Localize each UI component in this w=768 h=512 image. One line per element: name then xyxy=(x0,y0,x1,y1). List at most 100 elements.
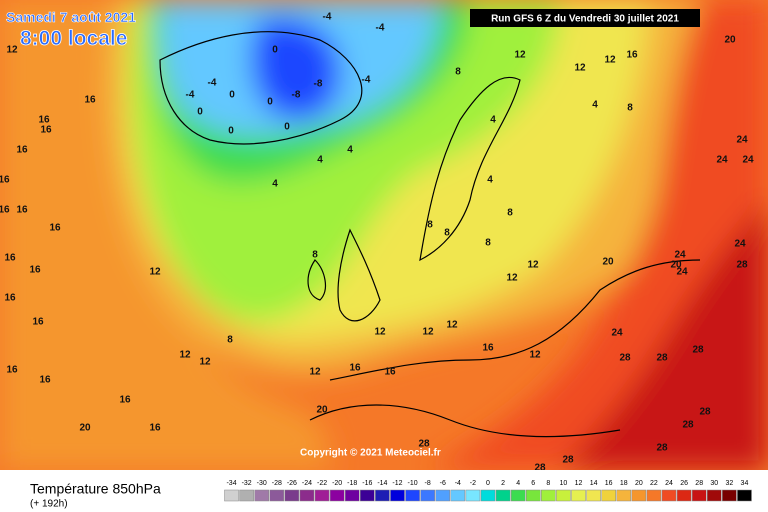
contour-label: 28 xyxy=(682,420,694,431)
contour-label: 28 xyxy=(656,353,668,364)
contour-label: 28 xyxy=(562,455,574,466)
contour-label: 0 xyxy=(229,90,235,101)
contour-label: 0 xyxy=(284,122,290,133)
scale-label: 24 xyxy=(665,480,673,487)
contour-label: 0 xyxy=(228,126,234,137)
contour-label: 16 xyxy=(40,125,52,136)
contour-label: 28 xyxy=(692,345,704,356)
contour-label: 20 xyxy=(670,260,682,271)
scale-label: -8 xyxy=(425,480,431,487)
scale-label: 30 xyxy=(710,480,718,487)
contour-label: 24 xyxy=(736,135,748,146)
contour-label: 16 xyxy=(16,205,28,216)
scale-swatch xyxy=(571,489,586,502)
scale-label: -2 xyxy=(470,480,476,487)
scale-label: 0 xyxy=(486,480,490,487)
contour-label: 8 xyxy=(485,238,491,249)
scale-swatch xyxy=(586,489,601,502)
scale-swatch xyxy=(676,489,692,502)
scale-label: -28 xyxy=(272,480,282,487)
scale-swatch xyxy=(631,489,647,502)
contour-label: 12 xyxy=(422,327,434,338)
scale-swatch xyxy=(556,489,571,502)
contour-label: 16 xyxy=(119,395,131,406)
contour-label: 8 xyxy=(227,335,233,346)
contour-label: 16 xyxy=(384,367,396,378)
contour-label: 16 xyxy=(39,375,51,386)
scale-label: -32 xyxy=(242,480,252,487)
contour-label: 24 xyxy=(611,328,623,339)
scale-label: 26 xyxy=(680,480,688,487)
scale-label: 2 xyxy=(501,480,505,487)
contour-label: -4 xyxy=(362,75,371,86)
scale-swatch xyxy=(616,489,632,502)
contour-label: -4 xyxy=(186,90,195,101)
contour-label: 16 xyxy=(4,253,16,264)
contour-label: 28 xyxy=(699,407,711,418)
contour-label: -8 xyxy=(292,90,301,101)
scale-label: -10 xyxy=(408,480,418,487)
contour-label: -4 xyxy=(208,78,217,89)
scale-swatch xyxy=(480,489,496,502)
contour-label: 8 xyxy=(444,228,450,239)
contour-label: 28 xyxy=(418,439,430,450)
contour-label: 20 xyxy=(724,35,736,46)
contour-label: 28 xyxy=(534,463,546,474)
scale-swatch xyxy=(525,489,541,502)
contour-label: 20 xyxy=(316,405,328,416)
contour-label: 16 xyxy=(29,265,41,276)
scale-swatch xyxy=(284,489,300,502)
legend-title: Température 850hPa xyxy=(30,481,161,497)
contour-label: 20 xyxy=(79,423,91,434)
contour-label: 24 xyxy=(742,155,754,166)
scale-swatch xyxy=(706,489,722,502)
scale-label: 22 xyxy=(650,480,658,487)
scale-label: -14 xyxy=(377,480,387,487)
date: Samedi 7 août 2021 xyxy=(6,9,136,25)
contour-label: -4 xyxy=(323,12,332,23)
scale-label: 14 xyxy=(590,480,598,487)
scale-label: -4 xyxy=(455,480,461,487)
contour-label: 12 xyxy=(149,267,161,278)
scale-swatch xyxy=(420,489,435,502)
scale-label: 34 xyxy=(741,480,749,487)
contour-label: 4 xyxy=(272,179,278,190)
contour-label: -4 xyxy=(376,23,385,34)
contour-label: 24 xyxy=(734,239,746,250)
contour-label: 12 xyxy=(179,350,191,361)
contour-label: 24 xyxy=(716,155,728,166)
scale-swatch xyxy=(646,489,662,502)
scale-swatch xyxy=(722,489,737,502)
contour-label: 8 xyxy=(507,208,513,219)
scale-label: -26 xyxy=(287,480,297,487)
scale-label: -16 xyxy=(362,480,372,487)
contour-label: 28 xyxy=(656,443,668,454)
contour-label: 16 xyxy=(0,175,10,186)
scale-swatch xyxy=(360,489,375,502)
scale-label: -18 xyxy=(347,480,357,487)
scale-label: 20 xyxy=(635,480,643,487)
contour-label: 12 xyxy=(374,327,386,338)
local-time: 8:00 locale xyxy=(20,27,127,50)
contour-label: 4 xyxy=(490,115,496,126)
contour-label: 16 xyxy=(0,205,10,216)
run-info: Run GFS 6 Z du Vendredi 30 juillet 2021 xyxy=(491,14,679,25)
scale-label: -6 xyxy=(440,480,446,487)
contour-label: 12 xyxy=(6,45,18,56)
scale-label: 12 xyxy=(575,480,583,487)
scale-label: -22 xyxy=(317,480,327,487)
contour-label: 0 xyxy=(197,107,203,118)
legend-subtitle: (+ 192h) xyxy=(30,499,68,510)
contour-label: 16 xyxy=(4,293,16,304)
scale-swatch xyxy=(390,489,405,502)
contour-label: 4 xyxy=(487,175,493,186)
contour-label: 16 xyxy=(149,423,161,434)
contour-label: 4 xyxy=(347,145,353,156)
scale-swatch xyxy=(254,489,270,502)
contour-label: 12 xyxy=(514,50,526,61)
scale-swatch xyxy=(510,489,526,502)
contour-label: 20 xyxy=(602,257,614,268)
scale-label: 28 xyxy=(695,480,703,487)
